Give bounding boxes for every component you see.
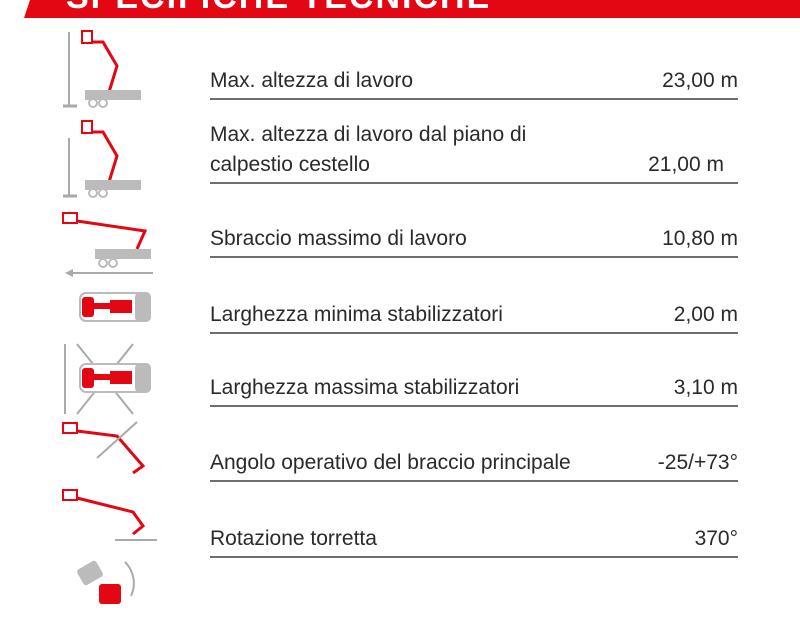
spec-value: 21,00 m bbox=[648, 153, 724, 176]
spec-row-min-outrigger-width: Larghezza minima stabilizzatori 2,00 m bbox=[210, 300, 738, 334]
turret-rotation-icon bbox=[62, 489, 157, 541]
spec-value: 2,00 m bbox=[673, 303, 738, 326]
spec-row-platform-floor-height: Max. altezza di lavoro dal piano di calp… bbox=[210, 120, 738, 184]
horizontal-outreach-icon bbox=[62, 212, 153, 277]
page-title: SPECIFICHE TECNICHE bbox=[66, 0, 491, 17]
spec-row-boom-angle: Angolo operativo del braccio principale … bbox=[210, 448, 738, 482]
spec-label: Sbraccio massimo di lavoro bbox=[210, 227, 467, 250]
spec-value: 10,80 m bbox=[662, 227, 738, 250]
platform-floor-height-icon bbox=[63, 120, 141, 198]
spec-row-max-outrigger-width: Larghezza massima stabilizzatori 3,10 m bbox=[210, 373, 738, 407]
header-band bbox=[24, 0, 800, 18]
working-height-icon bbox=[63, 30, 141, 108]
max-outrigger-width-icon bbox=[64, 343, 151, 415]
spec-label: Angolo operativo del braccio principale bbox=[210, 451, 571, 474]
spec-value: -25/+73° bbox=[657, 451, 738, 474]
spec-label: Max. altezza di lavoro bbox=[210, 69, 414, 92]
spec-value: 3,10 m bbox=[673, 376, 738, 399]
spec-row-turret-rotation: Rotazione torretta 370° bbox=[210, 524, 738, 558]
spec-label: Larghezza minima stabilizzatori bbox=[210, 303, 503, 326]
rotation-diagram-icon bbox=[77, 560, 135, 604]
min-outrigger-width-icon bbox=[79, 292, 151, 322]
spec-value: 23,00 m bbox=[662, 69, 738, 92]
spec-row-working-height: Max. altezza di lavoro 23,00 m bbox=[210, 66, 738, 100]
spec-label: Max. altezza di lavoro dal piano di calp… bbox=[210, 123, 527, 176]
boom-angle-icon bbox=[62, 421, 146, 475]
spec-label: Rotazione torretta bbox=[210, 527, 377, 550]
spec-value: 370° bbox=[694, 527, 738, 550]
spec-label: Larghezza massima stabilizzatori bbox=[210, 376, 520, 399]
spec-row-outreach: Sbraccio massimo di lavoro 10,80 m bbox=[210, 224, 738, 258]
